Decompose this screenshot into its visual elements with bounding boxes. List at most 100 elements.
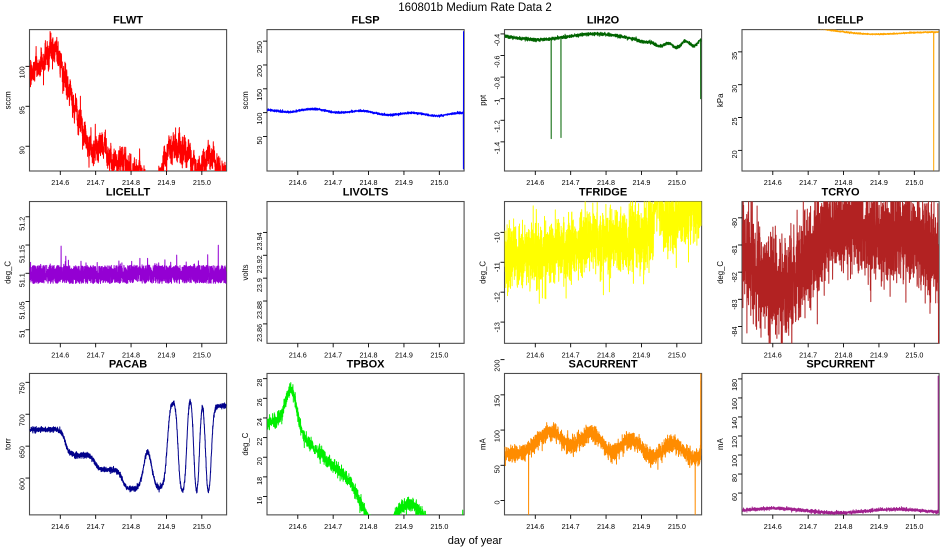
svg-text:TFRIDGE: TFRIDGE: [579, 187, 627, 199]
svg-text:deg_C: deg_C: [4, 261, 13, 284]
svg-text:22: 22: [255, 438, 264, 446]
svg-text:SACURRENT: SACURRENT: [569, 358, 638, 370]
svg-text:20: 20: [730, 150, 739, 158]
svg-text:0: 0: [492, 501, 501, 505]
svg-text:51.2: 51.2: [17, 217, 26, 231]
svg-text:100: 100: [492, 430, 501, 442]
svg-text:215.0: 215.0: [193, 522, 211, 531]
svg-text:51.15: 51.15: [17, 245, 26, 263]
svg-text:deg_C: deg_C: [716, 261, 725, 284]
svg-text:LIVOLTS: LIVOLTS: [343, 187, 389, 199]
svg-text:51: 51: [17, 330, 26, 338]
svg-text:214.9: 214.9: [157, 178, 175, 187]
svg-text:214.9: 214.9: [632, 522, 650, 531]
svg-text:95: 95: [17, 106, 26, 114]
svg-text:214.7: 214.7: [324, 522, 342, 531]
svg-text:20: 20: [255, 457, 264, 465]
svg-text:100: 100: [17, 66, 26, 78]
svg-text:51.1: 51.1: [17, 273, 26, 287]
svg-text:-80: -80: [730, 218, 739, 228]
svg-text:150: 150: [255, 89, 264, 101]
svg-text:FLSP: FLSP: [351, 15, 379, 27]
svg-text:214.6: 214.6: [526, 350, 544, 359]
svg-text:700: 700: [17, 414, 26, 426]
svg-text:TPBOX: TPBOX: [347, 358, 386, 370]
svg-text:214.6: 214.6: [526, 522, 544, 531]
svg-text:-12: -12: [492, 292, 501, 302]
svg-text:torr: torr: [4, 438, 13, 450]
svg-text:215.0: 215.0: [193, 350, 211, 359]
svg-text:214.7: 214.7: [562, 522, 580, 531]
svg-text:215.0: 215.0: [668, 350, 686, 359]
svg-text:sccm: sccm: [4, 91, 13, 109]
svg-text:214.8: 214.8: [122, 522, 140, 531]
svg-text:214.9: 214.9: [870, 178, 888, 187]
svg-text:214.8: 214.8: [597, 522, 615, 531]
svg-text:volts: volts: [241, 264, 250, 280]
svg-text:80: 80: [730, 474, 739, 482]
svg-text:650: 650: [17, 446, 26, 458]
svg-text:214.6: 214.6: [289, 350, 307, 359]
svg-text:140: 140: [730, 417, 739, 429]
svg-text:-81: -81: [730, 245, 739, 255]
svg-text:-11: -11: [492, 262, 501, 272]
svg-text:-13: -13: [492, 322, 501, 332]
svg-text:214.6: 214.6: [526, 178, 544, 187]
svg-text:214.9: 214.9: [632, 178, 650, 187]
svg-text:200: 200: [255, 65, 264, 77]
svg-text:28: 28: [255, 379, 264, 387]
svg-text:215.0: 215.0: [905, 178, 923, 187]
svg-text:215.0: 215.0: [905, 522, 923, 531]
svg-text:LICELLT: LICELLT: [106, 187, 151, 199]
svg-text:214.6: 214.6: [51, 178, 69, 187]
svg-text:25: 25: [730, 118, 739, 126]
svg-text:-0.4: -0.4: [492, 34, 501, 46]
svg-text:214.7: 214.7: [324, 178, 342, 187]
svg-text:23.92: 23.92: [255, 255, 264, 273]
svg-text:214.9: 214.9: [395, 350, 413, 359]
svg-text:214.8: 214.8: [835, 522, 853, 531]
svg-text:23.88: 23.88: [255, 301, 264, 319]
svg-text:200: 200: [492, 360, 501, 372]
svg-text:23.86: 23.86: [255, 324, 264, 342]
svg-text:214.9: 214.9: [395, 178, 413, 187]
svg-text:120: 120: [730, 436, 739, 448]
svg-text:214.6: 214.6: [51, 350, 69, 359]
svg-text:215.0: 215.0: [905, 350, 923, 359]
svg-text:-82: -82: [730, 272, 739, 282]
svg-text:LIH2O: LIH2O: [587, 15, 620, 27]
svg-text:150: 150: [492, 395, 501, 407]
svg-text:TCRYO: TCRYO: [822, 187, 861, 199]
svg-text:90: 90: [17, 146, 26, 154]
svg-text:214.9: 214.9: [157, 350, 175, 359]
svg-text:214.6: 214.6: [289, 522, 307, 531]
svg-text:sccm: sccm: [241, 91, 250, 109]
svg-text:-83: -83: [730, 299, 739, 309]
svg-text:kPa: kPa: [716, 93, 725, 107]
svg-text:100: 100: [730, 455, 739, 467]
svg-text:214.9: 214.9: [395, 522, 413, 531]
svg-text:-84: -84: [730, 326, 739, 336]
svg-text:215.0: 215.0: [193, 178, 211, 187]
svg-text:51.05: 51.05: [17, 302, 26, 320]
svg-text:214.8: 214.8: [360, 522, 378, 531]
svg-text:day of year: day of year: [448, 535, 503, 547]
svg-text:250: 250: [255, 41, 264, 53]
svg-text:100: 100: [255, 113, 264, 125]
svg-text:-10: -10: [492, 232, 501, 242]
svg-text:214.6: 214.6: [764, 522, 782, 531]
svg-text:214.7: 214.7: [562, 178, 580, 187]
svg-text:214.6: 214.6: [289, 178, 307, 187]
svg-text:214.6: 214.6: [764, 350, 782, 359]
svg-text:600: 600: [17, 478, 26, 490]
svg-text:215.0: 215.0: [668, 522, 686, 531]
svg-text:215.0: 215.0: [668, 178, 686, 187]
svg-text:60: 60: [730, 493, 739, 501]
svg-text:214.7: 214.7: [324, 350, 342, 359]
svg-text:deg_C: deg_C: [479, 261, 488, 284]
svg-text:214.7: 214.7: [87, 522, 105, 531]
svg-text:214.7: 214.7: [799, 178, 817, 187]
svg-text:mA: mA: [479, 438, 488, 450]
svg-text:-1.2: -1.2: [492, 120, 501, 132]
svg-text:750: 750: [17, 382, 26, 394]
